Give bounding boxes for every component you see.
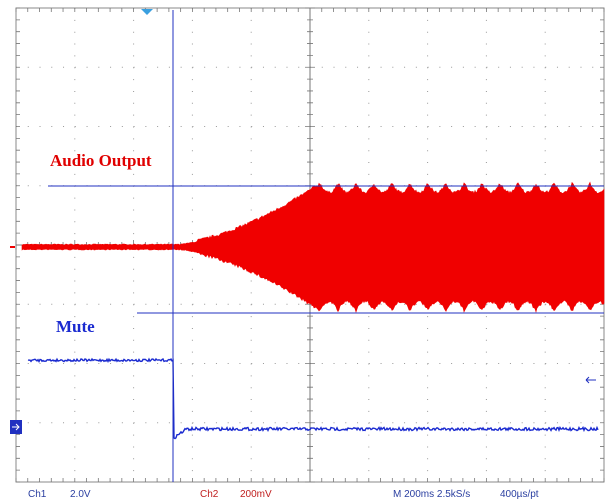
ch1-label: Ch1 [28,489,47,500]
audio-waveform [21,181,605,313]
trigger-level-marker [585,376,596,384]
resolution: 400µs/pt [500,489,539,500]
ch1-scale: 2.0V [70,489,91,500]
ch2-arrow [12,423,20,431]
waveforms [21,181,605,440]
mute-waveform [27,357,599,440]
trigger-position-marker [141,9,153,15]
ch2-label: Ch2 [200,489,219,500]
cursors [48,10,604,482]
mute-label: Mute [56,317,95,336]
audio-label: Audio Output [50,151,152,170]
timebase: M 200ms 2.5kS/s [393,489,470,500]
ch2-scale: 200mV [240,489,272,500]
